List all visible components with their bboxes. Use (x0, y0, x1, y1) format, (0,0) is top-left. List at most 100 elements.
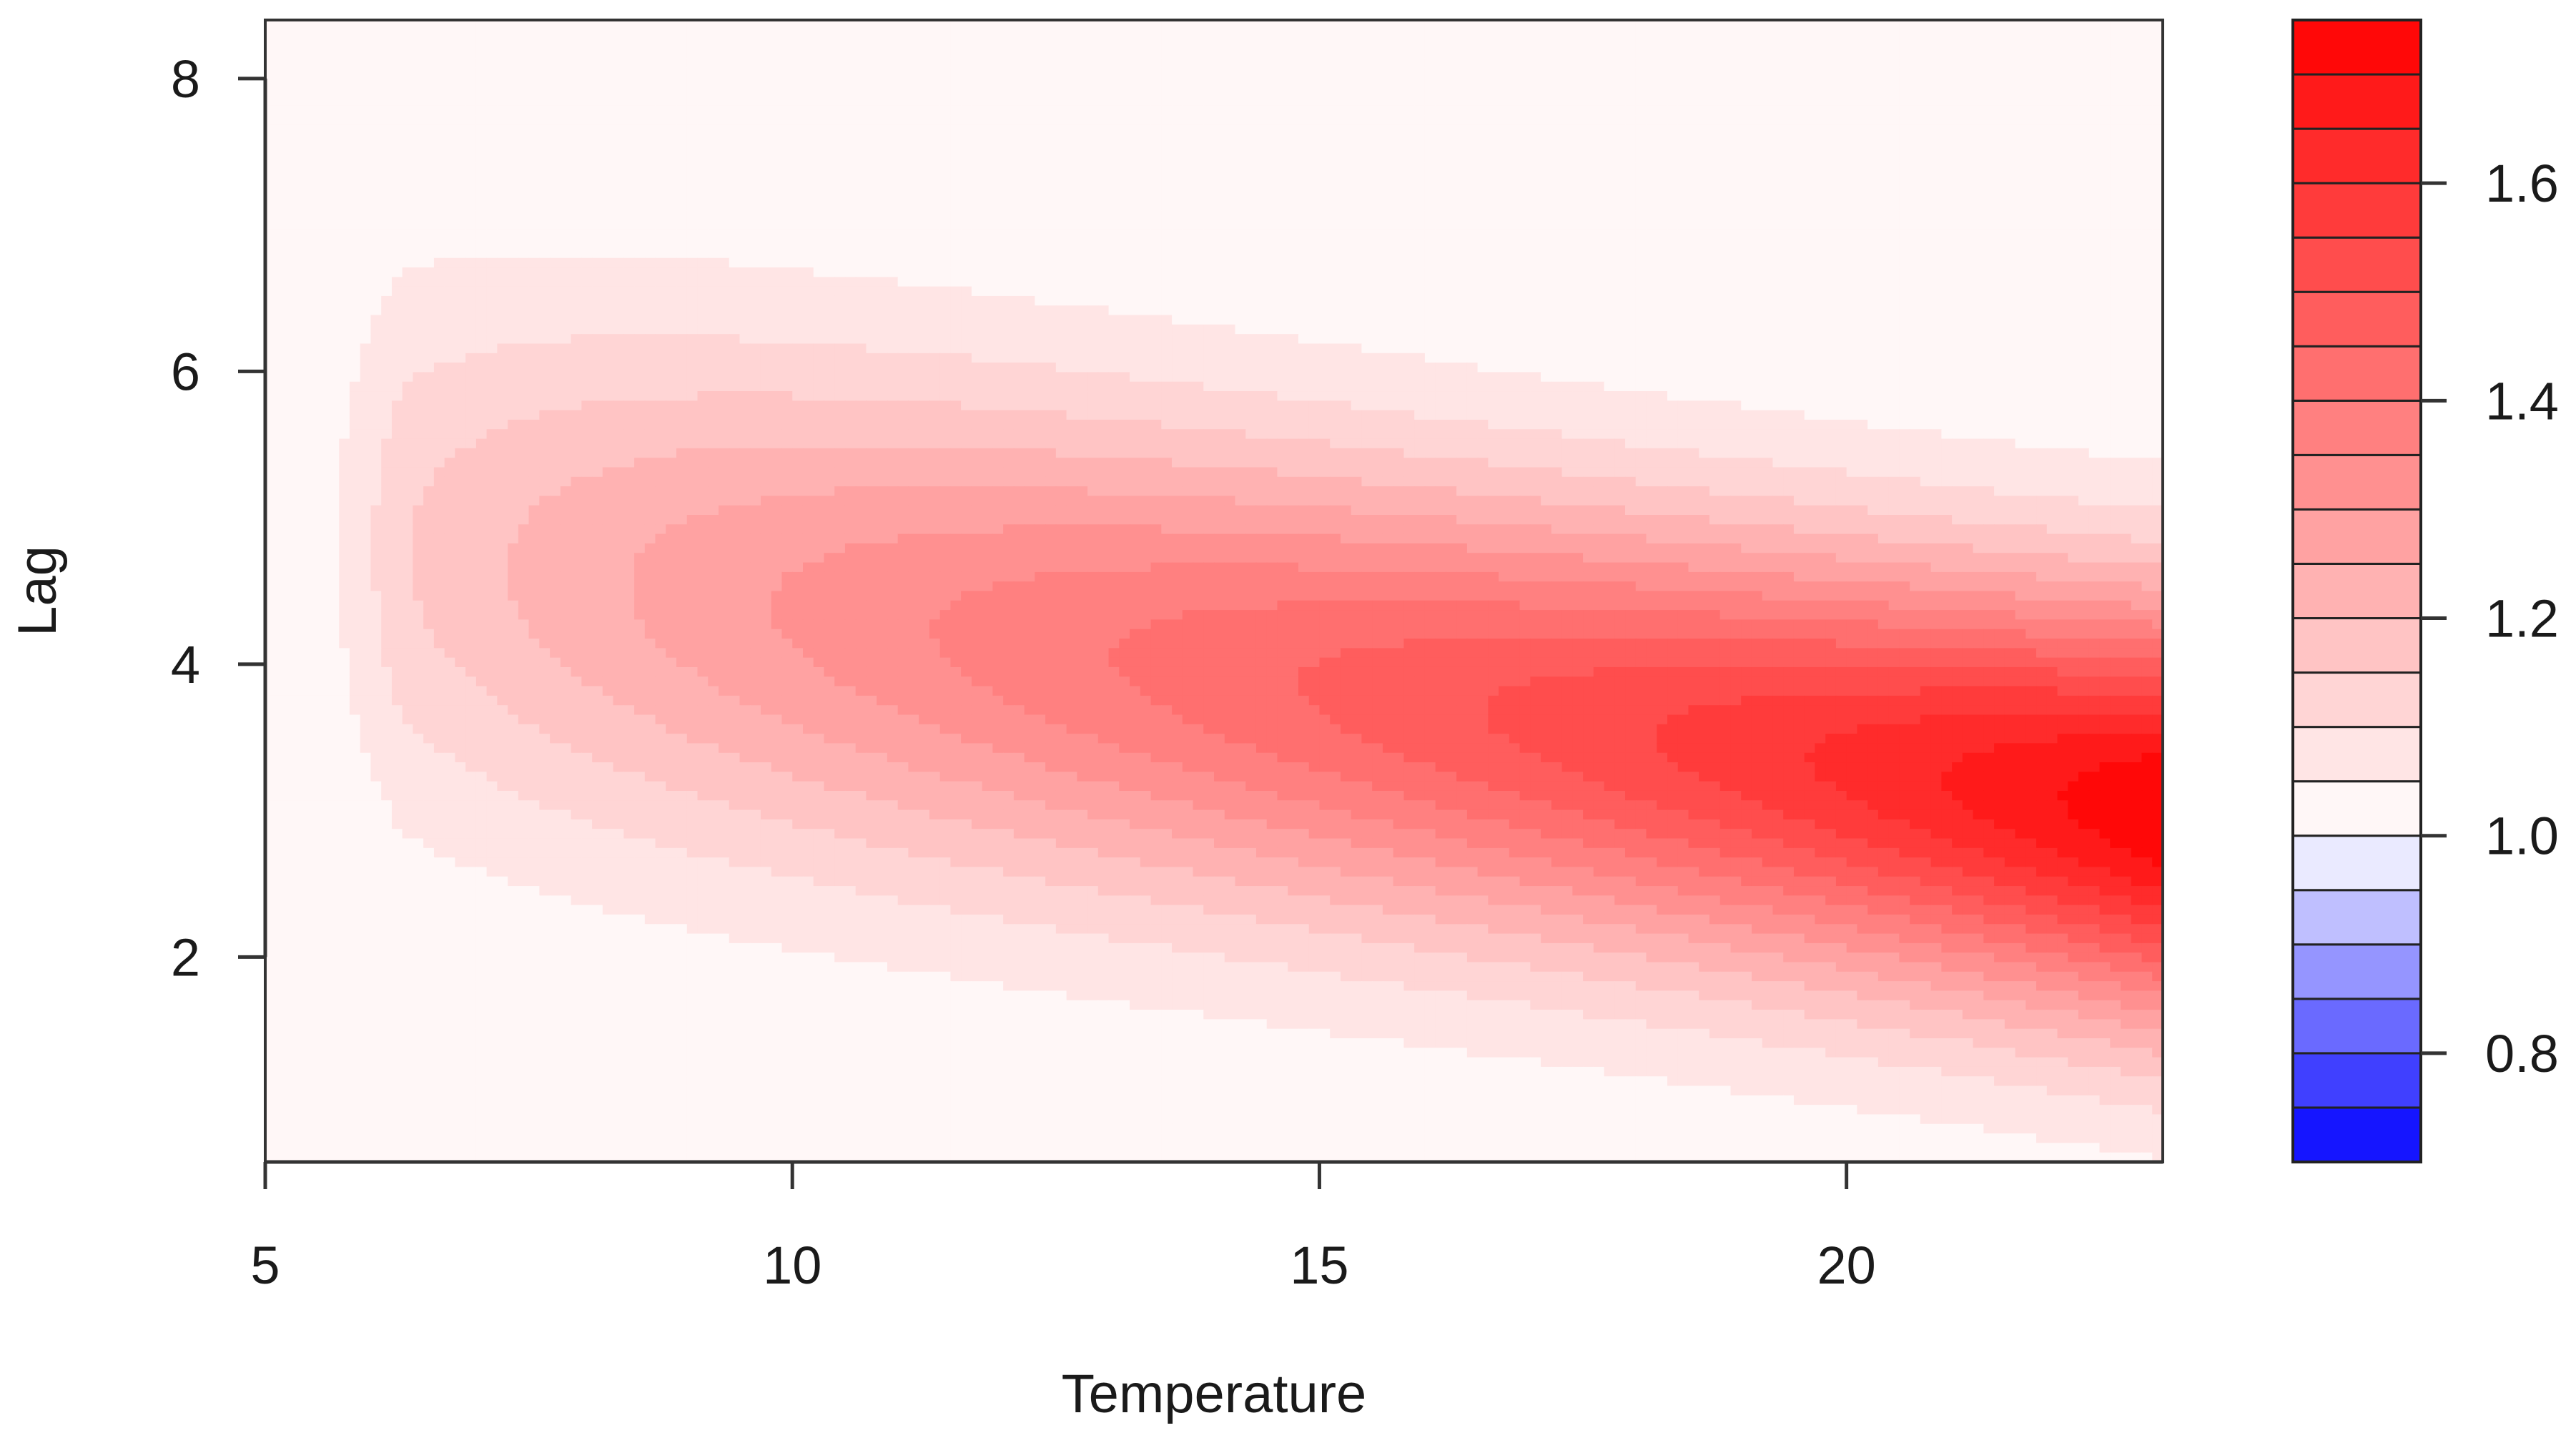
contour-cell (1161, 220, 1172, 230)
contour-cell (1361, 210, 1372, 220)
contour-cell (1583, 277, 1594, 287)
contour-cell (1699, 29, 1709, 39)
contour-cell (581, 153, 592, 163)
contour-cell (360, 115, 371, 125)
contour-cell (1562, 29, 1573, 39)
contour-cell (1087, 20, 1098, 30)
contour-cell (750, 68, 761, 78)
contour-cell (1720, 220, 1731, 230)
contour-cell (1699, 68, 1709, 78)
contour-cell (1889, 192, 1900, 202)
contour-cell (1963, 172, 1973, 182)
contour-cell (1647, 258, 1657, 268)
contour-cell (719, 201, 729, 211)
contour-cell (381, 201, 392, 211)
contour-cell (919, 96, 929, 106)
contour-cell (1878, 182, 1889, 192)
contour-cell (2121, 87, 2131, 97)
contour-cell (1910, 96, 1920, 106)
contour-cell (750, 87, 761, 97)
contour-cell (1298, 192, 1309, 202)
contour-cell (2047, 172, 2058, 182)
contour-cell (824, 210, 834, 220)
contour-cell (845, 258, 856, 268)
contour-cell (634, 182, 645, 192)
contour-cell (1730, 77, 1741, 87)
contour-cell (1025, 106, 1035, 116)
contour-cell (1003, 163, 1014, 173)
contour-cell (2068, 49, 2078, 59)
contour-cell (539, 192, 550, 202)
contour-cell (1119, 96, 1130, 106)
contour-cell (2058, 144, 2068, 154)
contour-cell (824, 220, 834, 230)
contour-cell (1867, 192, 1878, 202)
contour-cell (413, 163, 423, 173)
contour-cell (381, 153, 392, 163)
contour-cell (1920, 201, 1931, 211)
contour-cell (929, 96, 940, 106)
contour-cell (1699, 115, 1709, 125)
contour-cell (1119, 258, 1130, 268)
contour-cell (1899, 201, 1910, 211)
contour-cell (1836, 29, 1847, 39)
contour-cell (1636, 29, 1647, 39)
contour-cell (1836, 192, 1847, 202)
contour-cell (1963, 267, 1973, 277)
contour-cell (328, 134, 339, 144)
contour-cell (2100, 96, 2111, 106)
contour-cell (729, 201, 740, 211)
contour-cell (1973, 68, 1984, 78)
contour-cell (1372, 239, 1383, 249)
contour-cell (2047, 267, 2058, 277)
contour-cell (360, 210, 371, 220)
contour-cell (1899, 144, 1910, 154)
contour-cell (1772, 87, 1783, 97)
contour-cell (297, 153, 307, 163)
contour-cell (1130, 182, 1140, 192)
contour-cell (497, 124, 508, 134)
contour-cell (856, 192, 867, 202)
contour-cell (1699, 106, 1709, 116)
contour-cell (1256, 77, 1267, 87)
contour-cell (908, 68, 919, 78)
contour-cell (1393, 172, 1404, 182)
contour-cell (645, 192, 656, 202)
contour-cell (877, 239, 887, 249)
contour-cell (571, 87, 582, 97)
contour-cell (1614, 277, 1625, 287)
contour-cell (687, 230, 698, 240)
contour-cell (1689, 172, 1699, 182)
contour-cell (1183, 20, 1193, 30)
contour-cell (1689, 230, 1699, 240)
contour-cell (866, 124, 877, 134)
contour-cell (1067, 20, 1077, 30)
contour-cell (592, 182, 603, 192)
contour-cell (592, 192, 603, 202)
contour-cell (613, 58, 624, 68)
contour-cell (1499, 277, 1509, 287)
contour-cell (1520, 20, 1531, 30)
contour-cell (1087, 49, 1098, 59)
contour-cell (392, 230, 403, 240)
contour-cell (2078, 220, 2089, 230)
contour-cell (1794, 58, 1805, 68)
contour-cell (1003, 49, 1014, 59)
contour-cell (413, 77, 423, 87)
contour-cell (698, 248, 709, 258)
contour-cell (1594, 192, 1604, 202)
contour-cell (1678, 20, 1689, 30)
contour-cell (1077, 144, 1087, 154)
contour-cell (1456, 172, 1467, 182)
contour-cell (2015, 220, 2026, 230)
contour-cell (1509, 248, 1520, 258)
contour-cell (1867, 153, 1878, 163)
contour-cell (1825, 267, 1836, 277)
contour-cell (1077, 258, 1087, 268)
contour-cell (1372, 49, 1383, 59)
contour-cell (929, 201, 940, 211)
contour-cell (1203, 258, 1214, 268)
contour-cell (1383, 220, 1393, 230)
contour-cell (1963, 115, 1973, 125)
contour-cell (581, 192, 592, 202)
